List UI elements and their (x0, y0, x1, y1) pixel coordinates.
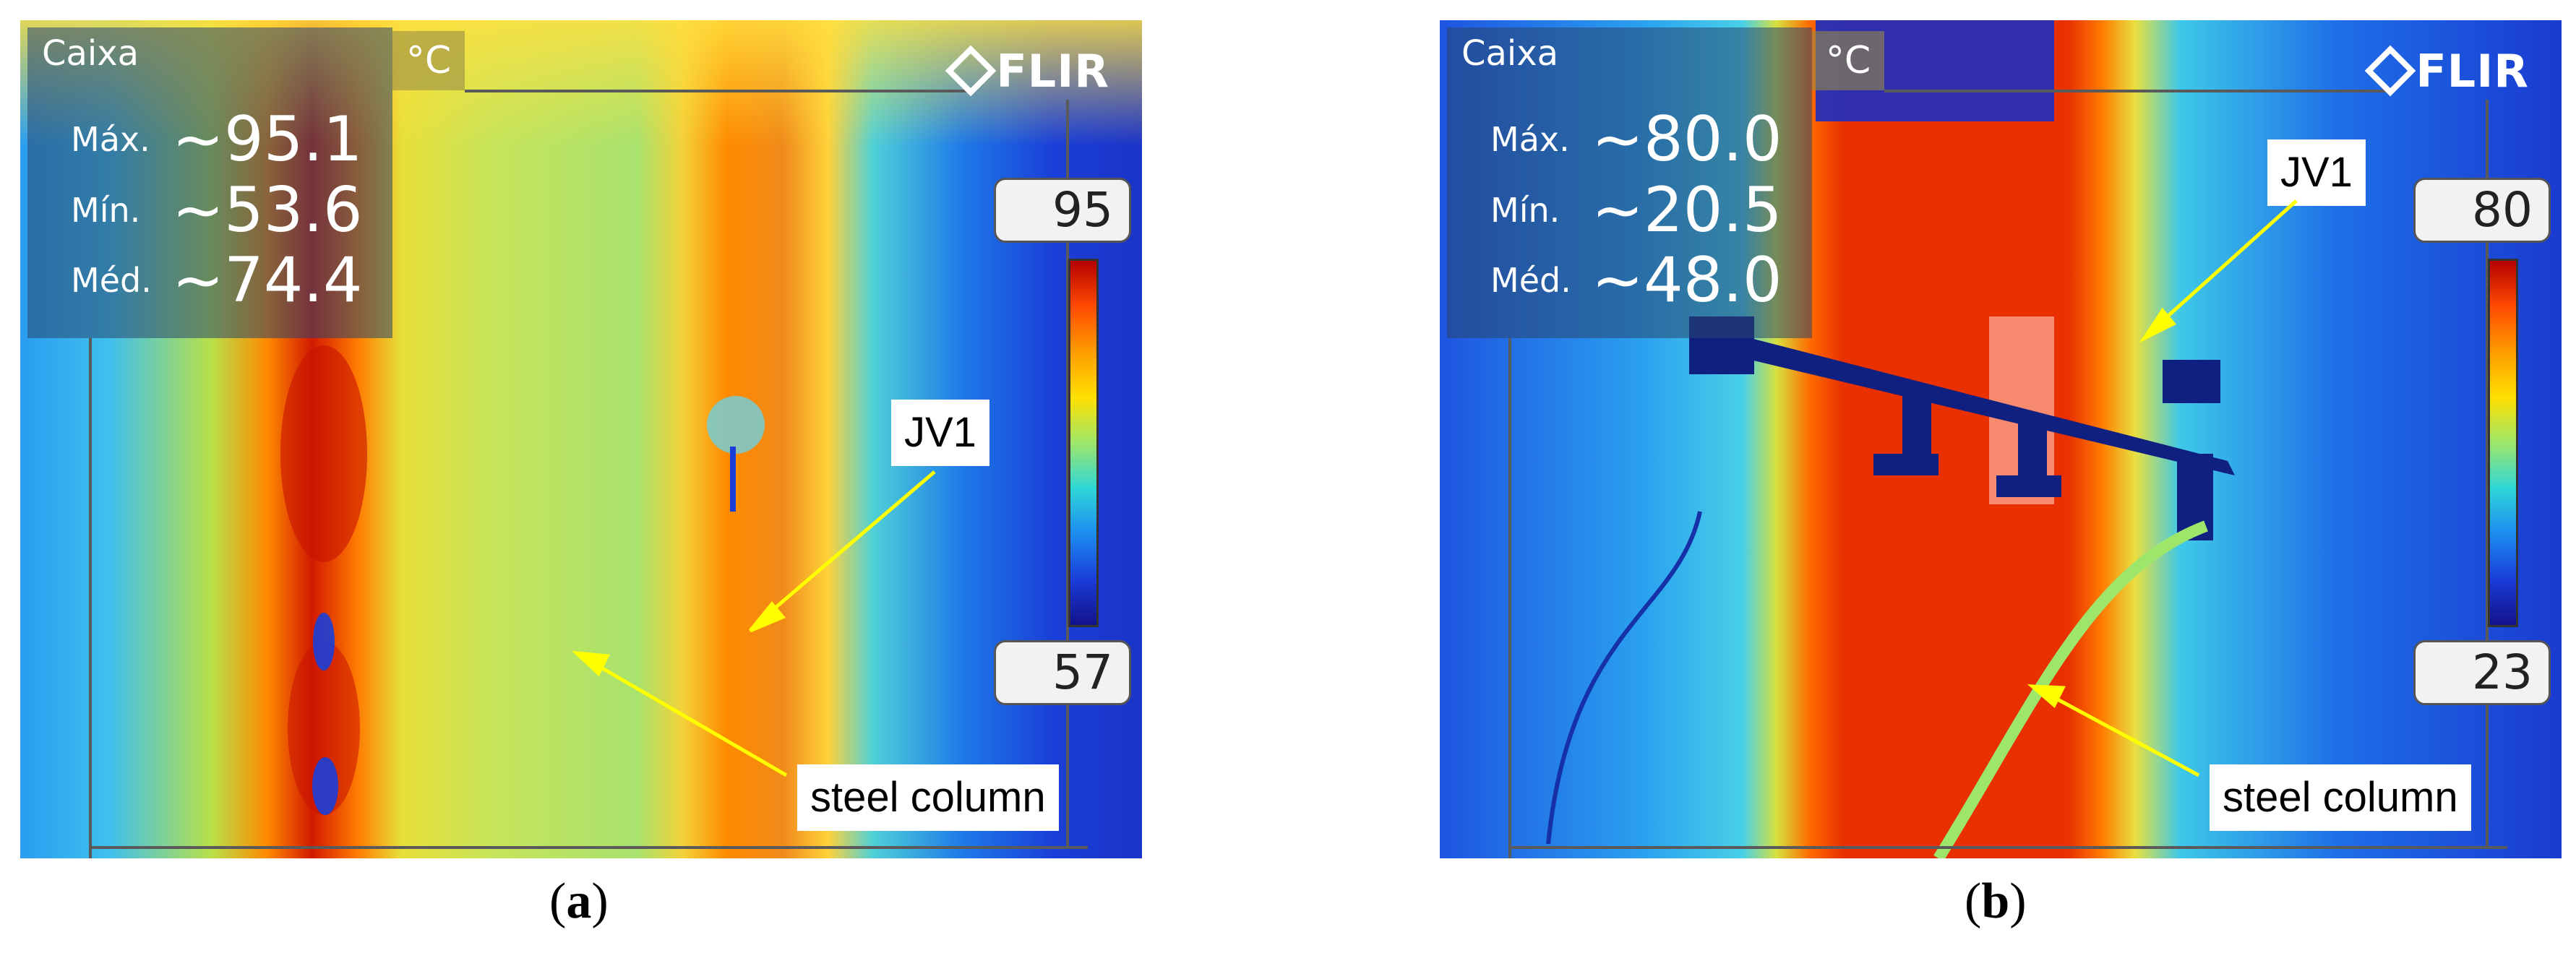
unit-indicator: °C (392, 31, 465, 90)
scale-min: 57 (994, 640, 1131, 705)
min-label: Mín. (1490, 191, 1560, 230)
flir-logo-text: FLIR (996, 44, 1109, 98)
avg-reading: Méd. ~48.0 (1490, 244, 1782, 316)
measurement-box: Caixa Máx. ~80.0 Mín. ~20.5 Méd. ~48.0 (1447, 27, 1812, 338)
frame-bottom (1508, 846, 2507, 849)
caption-open-paren: ( (549, 874, 567, 929)
frame-top (1884, 90, 2390, 92)
min-label: Mín. (71, 191, 141, 230)
min-reading: Mín. ~53.6 (71, 174, 363, 246)
max-reading: Máx. ~80.0 (1490, 103, 1782, 176)
flir-logo: FLIR (945, 42, 1109, 100)
flir-logo-text: FLIR (2416, 44, 2529, 98)
color-scale-bar (2488, 259, 2518, 627)
frame-right (1066, 100, 1069, 848)
scale-min: 23 (2413, 640, 2551, 705)
steel-column-label: steel column (797, 764, 1059, 831)
caption-close-paren: ) (2009, 874, 2027, 929)
scale-max: 80 (2413, 178, 2551, 243)
thermal-image-b: Caixa Máx. ~80.0 Mín. ~20.5 Méd. ~48.0 °C F… (1440, 20, 2562, 858)
caption-letter: a (566, 874, 592, 929)
avg-value: ~74.4 (172, 244, 363, 316)
measurement-box: Caixa Máx. ~95.1 Mín. ~53.6 Méd. ~74.4 (27, 27, 392, 338)
max-label: Máx. (1490, 120, 1570, 159)
max-label: Máx. (71, 120, 150, 159)
avg-value: ~48.0 (1592, 244, 1782, 316)
scale-max: 95 (994, 178, 1131, 243)
measurement-box-title: Caixa (1461, 33, 1559, 74)
jv1-label: JV1 (2267, 139, 2366, 206)
unit-indicator: °C (1812, 31, 1884, 90)
caption-open-paren: ( (1965, 874, 1982, 929)
avg-label: Méd. (71, 261, 152, 300)
max-value: ~80.0 (1592, 103, 1782, 176)
flir-diamond-icon (2364, 45, 2416, 97)
jv1-label: JV1 (891, 400, 989, 466)
color-scale-bar (1068, 259, 1099, 627)
frame-right (2486, 100, 2489, 848)
frame-left (1508, 338, 1511, 858)
frame-bottom (89, 846, 1088, 849)
thermal-image-a: Caixa Máx. ~95.1 Mín. ~53.6 Méd. ~74.4 °C F… (20, 20, 1142, 858)
flir-diamond-icon (945, 45, 997, 97)
caption-close-paren: ) (591, 874, 609, 929)
min-value: ~53.6 (172, 174, 363, 246)
frame-top (465, 90, 971, 92)
measurement-box-title: Caixa (42, 33, 139, 74)
steel-column-label: steel column (2210, 764, 2471, 831)
caption-letter: b (1981, 874, 2010, 929)
avg-reading: Méd. ~74.4 (71, 244, 363, 316)
caption-a: (a) (549, 873, 609, 931)
min-value: ~20.5 (1592, 174, 1782, 246)
frame-left (89, 338, 92, 858)
avg-label: Méd. (1490, 261, 1571, 300)
caption-b: (b) (1965, 873, 2027, 931)
max-reading: Máx. ~95.1 (71, 103, 363, 176)
flir-logo: FLIR (2364, 42, 2529, 100)
min-reading: Mín. ~20.5 (1490, 174, 1782, 246)
max-value: ~95.1 (172, 103, 363, 176)
